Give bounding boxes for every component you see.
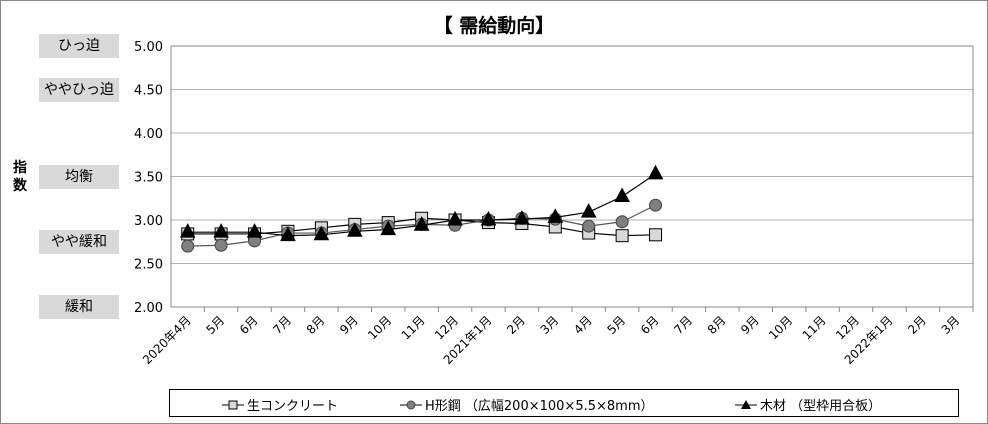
data-point-circle	[214, 238, 228, 252]
x-tick-label: 7月	[270, 313, 294, 337]
x-tick-label: 10月	[766, 313, 795, 342]
y-tick-label: 4.50	[134, 84, 163, 99]
data-point-triangle	[514, 210, 530, 225]
legend-square-icon	[222, 400, 244, 409]
x-tick-label: 10月	[365, 313, 394, 342]
legend-item: 木材 （型枠用合板）	[735, 395, 881, 414]
x-tick-label: 2020年4月	[140, 313, 194, 367]
data-point-square	[649, 228, 663, 242]
x-tick-label: 8月	[304, 313, 328, 337]
chart-title: 【 需給動向】	[433, 15, 555, 37]
x-tick-label: 9月	[337, 313, 361, 337]
data-point-triangle	[346, 222, 363, 237]
data-point-circle	[582, 219, 596, 233]
legend: 生コンクリート H形鋼 （広幅200×100×5.5×8mm） 木材 （型枠用合板）	[169, 389, 959, 417]
data-point-circle	[649, 198, 663, 212]
x-tick-label: 12月	[432, 313, 461, 342]
x-tick-label: 6月	[237, 313, 261, 337]
level-label: ひっ迫	[39, 34, 119, 58]
level-label: やや緩和	[39, 229, 119, 254]
level-label: 緩和	[39, 295, 119, 319]
legend-label: 木材 （型枠用合板）	[760, 399, 882, 414]
data-point-triangle	[246, 223, 263, 238]
data-point-triangle	[480, 210, 497, 226]
x-tick-label: 7月	[671, 313, 695, 337]
x-tick-label: 3月	[939, 313, 963, 337]
y-tick-label: 3.00	[134, 214, 163, 229]
y-tick-label: 4.00	[134, 127, 163, 142]
data-point-triangle	[447, 210, 463, 226]
data-point-triangle	[547, 208, 564, 223]
y-tick-label: 5.00	[134, 40, 163, 55]
y-tick-label: 2.50	[134, 258, 163, 273]
level-label: ややひっ迫	[39, 77, 119, 102]
legend-label: H形鋼 （広幅200×100×5.5×8mm）	[425, 399, 654, 414]
x-tick-label: 12月	[833, 313, 862, 342]
x-tick-label: 11月	[800, 313, 829, 342]
y-tick-label: 3.50	[134, 171, 163, 186]
data-point-circle	[181, 239, 195, 253]
data-point-circle	[615, 215, 629, 229]
x-tick-label: 3月	[538, 313, 562, 337]
x-tick-label: 6月	[638, 313, 662, 337]
data-point-triangle	[313, 225, 330, 241]
legend-circle-icon	[400, 400, 422, 409]
x-tick-label: 5月	[604, 313, 628, 337]
data-point-triangle	[647, 164, 664, 180]
x-tick-label: 5月	[203, 313, 227, 337]
x-tick-label: 8月	[705, 313, 729, 337]
y-tick-label: 2.00	[134, 301, 163, 316]
data-point-triangle	[280, 226, 296, 242]
data-point-triangle	[179, 223, 196, 238]
data-point-triangle	[213, 223, 229, 238]
legend-item: H形鋼 （広幅200×100×5.5×8mm）	[400, 395, 653, 414]
y-axis-title: 指数	[13, 160, 27, 194]
legend-label: 生コンクリート	[247, 399, 339, 414]
data-point-triangle	[580, 203, 597, 218]
legend-item: 生コンクリート	[222, 395, 338, 414]
level-label: 均衡	[39, 164, 119, 189]
x-tick-label: 11月	[399, 313, 428, 342]
legend-triangle-icon	[735, 399, 757, 409]
data-point-square	[615, 229, 629, 243]
x-tick-label: 2月	[504, 313, 528, 337]
data-point-triangle	[614, 187, 630, 203]
x-tick-label: 4月	[571, 313, 595, 337]
x-tick-label: 9月	[738, 313, 762, 337]
data-point-triangle	[413, 216, 430, 231]
data-point-triangle	[380, 220, 397, 236]
x-tick-label: 2月	[905, 313, 929, 337]
